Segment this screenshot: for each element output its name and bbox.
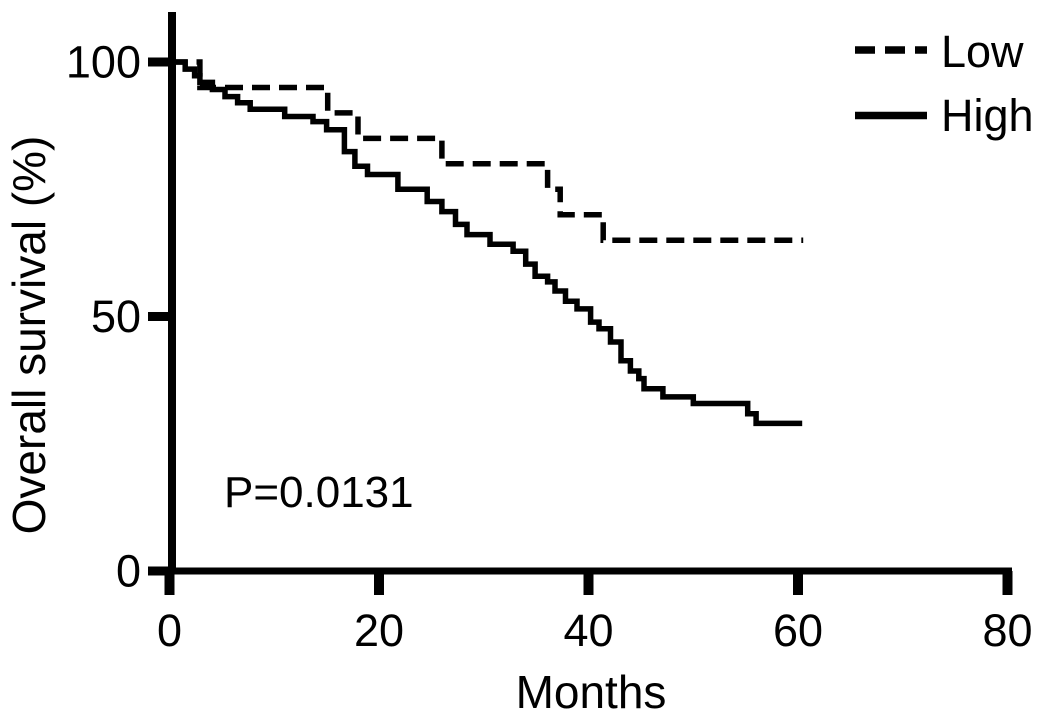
x-axis-ticks: 0 20 40 60 80: [157, 571, 1033, 656]
legend-item-high: High: [855, 90, 1034, 141]
legend-item-low: Low: [855, 26, 1024, 77]
p-value-annotation: P=0.0131: [224, 468, 414, 517]
x-tick-label: 40: [563, 605, 613, 656]
y-axis-label: Overall survival (%): [3, 136, 55, 535]
x-tick-label: 0: [157, 605, 182, 656]
legend-label-low: Low: [941, 26, 1024, 77]
x-tick-label: 20: [354, 605, 404, 656]
x-axis-label: Months: [516, 666, 667, 718]
x-tick-label: 80: [982, 605, 1032, 656]
survival-curve-high: [169, 59, 803, 427]
x-tick-label: 60: [773, 605, 823, 656]
y-tick-label: 0: [116, 546, 141, 597]
legend: Low High: [855, 26, 1034, 141]
legend-label-high: High: [941, 90, 1034, 141]
y-tick-label: 50: [91, 291, 141, 342]
y-tick-label: 100: [66, 37, 141, 88]
survival-curve-low: [169, 59, 804, 243]
